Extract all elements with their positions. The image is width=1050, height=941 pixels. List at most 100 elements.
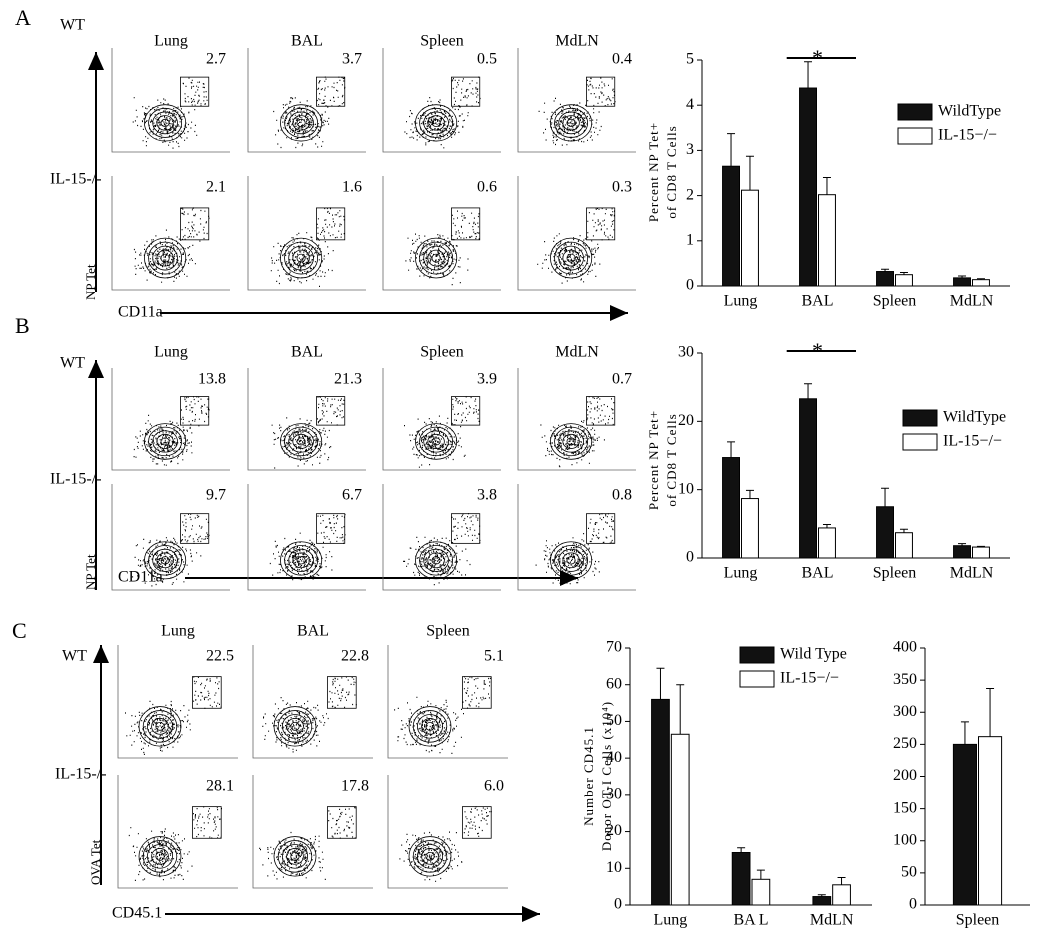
y-tick-label: 3: [686, 141, 694, 158]
contour: [292, 433, 310, 449]
contour: [421, 718, 439, 735]
gate: [326, 676, 357, 709]
gate-percent: 3.8: [477, 487, 497, 504]
gate-percent: 0.5: [477, 51, 497, 68]
contour: [292, 552, 310, 569]
plot-frame: [252, 645, 373, 759]
contour: [416, 714, 443, 739]
gate: [586, 396, 616, 426]
error-bar: [745, 155, 754, 191]
bar: [895, 532, 913, 559]
x-tick-label: MdLN: [950, 293, 994, 310]
significance-mark: *: [812, 45, 823, 70]
significance-mark: *: [812, 338, 823, 363]
contour: [156, 249, 174, 267]
contour: [277, 710, 313, 743]
error-bar: [958, 543, 967, 546]
contour: [160, 253, 170, 263]
legend-swatch: [739, 670, 775, 688]
bar: [953, 545, 971, 559]
gate: [180, 207, 210, 241]
gate-percent: 5.1: [484, 648, 504, 665]
error-bar: [881, 487, 890, 507]
contour: [277, 840, 313, 873]
x-tick-label: Lung: [724, 565, 758, 582]
tissue-label: BAL: [291, 33, 323, 50]
y-axis-label: NP Tet: [83, 554, 98, 590]
gate: [451, 76, 481, 107]
contour: [152, 548, 178, 572]
gate: [180, 513, 210, 544]
contour: [558, 245, 584, 271]
tissue-label: Spleen: [420, 33, 464, 50]
y-tick-label: 20: [606, 822, 622, 839]
contour: [431, 556, 441, 565]
gate: [461, 676, 492, 709]
x-tick-label: Lung: [653, 912, 687, 929]
bar: [722, 457, 740, 559]
bar: [722, 165, 740, 287]
contour: [160, 118, 170, 127]
bar: [876, 506, 894, 559]
gate-percent: 2.7: [206, 51, 226, 68]
gate-percent: 0.6: [477, 179, 497, 196]
flow-plot: 22.8: [252, 645, 373, 759]
y-tick-label: 0: [686, 277, 694, 294]
flow-plot: 3.8: [382, 484, 501, 591]
contour: [148, 426, 183, 457]
x-tick-label: BA L: [733, 912, 768, 929]
flow-plot: 17.8: [252, 775, 373, 889]
gate-percent: 6.7: [342, 487, 362, 504]
error-bar: [727, 133, 736, 167]
x-tick-label: BAL: [802, 293, 834, 310]
flow-plot: 21.3: [247, 368, 366, 471]
contour: [290, 852, 300, 861]
tissue-label: BAL: [297, 623, 329, 640]
y-axis-label: of CD8 T Cells: [664, 125, 679, 218]
contour: [138, 706, 182, 747]
contour: [288, 111, 314, 135]
legend-swatch: [897, 127, 933, 145]
contour: [425, 852, 435, 861]
error-bar: [745, 489, 754, 499]
events: [538, 77, 616, 146]
contour: [554, 107, 589, 138]
error-bar: [822, 524, 831, 528]
y-tick-label: 0: [686, 549, 694, 566]
gate: [316, 396, 346, 426]
flow-plot: 0.6: [382, 176, 501, 291]
y-tick-label: 100: [893, 831, 917, 848]
bar: [972, 546, 990, 559]
gate: [316, 513, 346, 544]
contour: [415, 104, 458, 142]
contour: [419, 426, 454, 457]
contour: [566, 556, 576, 565]
events: [125, 676, 222, 755]
contour: [562, 115, 580, 131]
legend-swatch: [902, 433, 938, 451]
y-tick-label: 250: [893, 735, 917, 752]
contour: [284, 107, 319, 138]
contour: [142, 840, 178, 873]
bar: [799, 87, 817, 287]
y-axis-label: Percent NP Tet+: [646, 122, 661, 222]
panel-letter: B: [15, 313, 30, 338]
contour: [286, 848, 304, 865]
y-tick-label: 350: [893, 671, 917, 688]
contour: [550, 237, 593, 279]
x-tick-label: BAL: [802, 565, 834, 582]
flow-plot: 9.7: [111, 484, 230, 591]
x-tick-label: MdLN: [810, 912, 854, 929]
contour: [412, 840, 448, 873]
error-bar: [676, 684, 685, 735]
bar: [741, 189, 759, 287]
gate-percent: 22.5: [206, 648, 234, 665]
contour: [144, 104, 187, 142]
plot-frame: [247, 176, 366, 291]
error-bar: [837, 876, 846, 885]
contour: [280, 423, 323, 460]
gate-percent: 21.3: [334, 371, 362, 388]
contour: [273, 836, 317, 877]
gate: [316, 76, 346, 107]
plot-frame: [117, 775, 238, 889]
